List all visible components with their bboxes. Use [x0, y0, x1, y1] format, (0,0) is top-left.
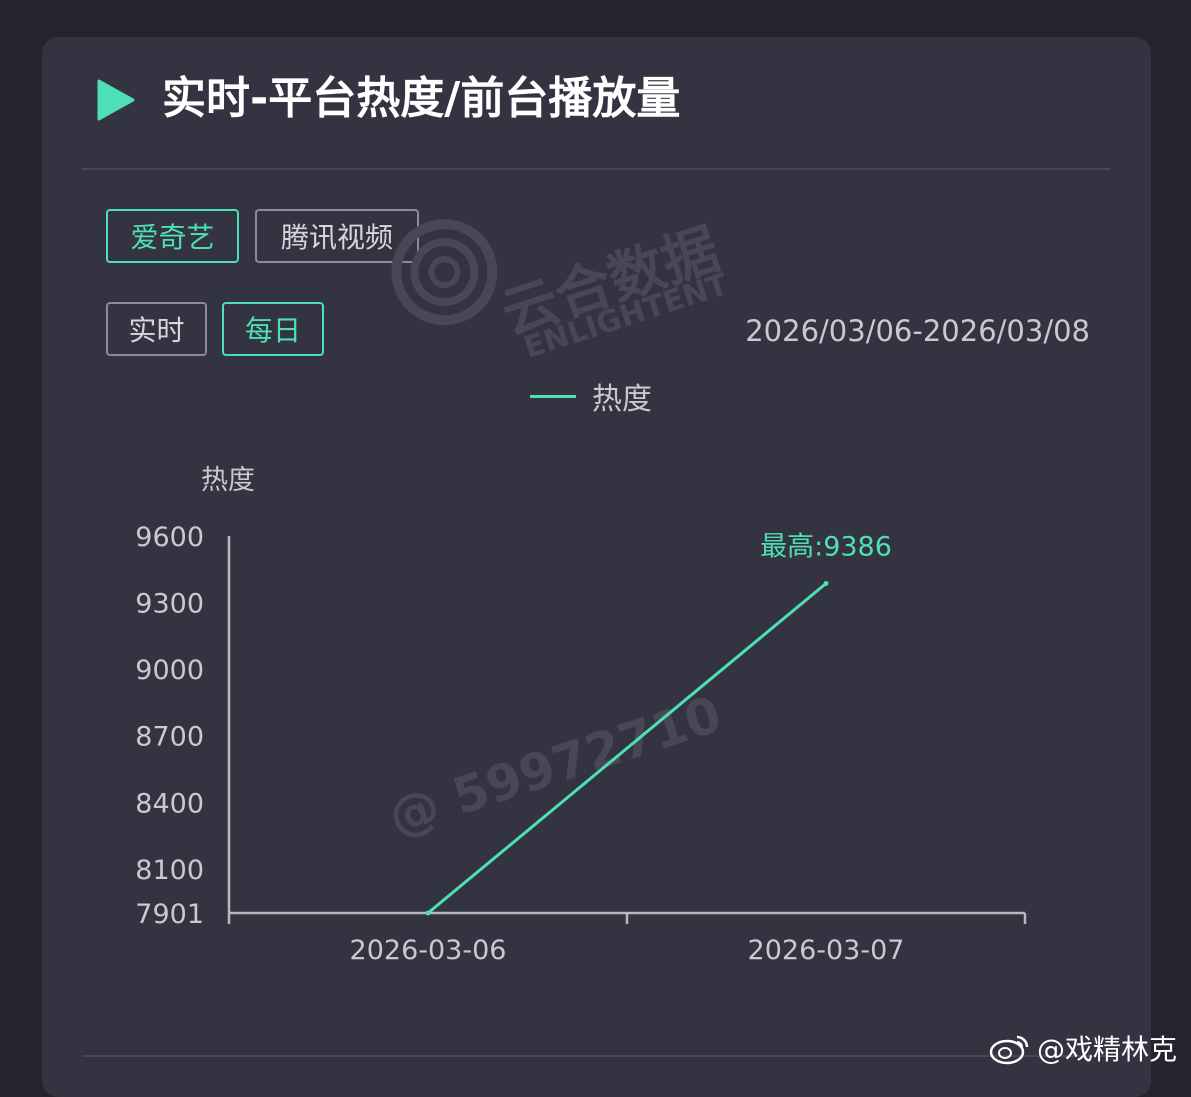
x-tick-label: 2026-03-07: [748, 935, 905, 966]
legend-swatch: [530, 394, 576, 398]
page-title: 实时-平台热度/前台播放量: [162, 73, 681, 124]
y-tick-label: 8400: [135, 788, 204, 819]
y-tick-label: 9600: [135, 522, 204, 553]
y-tick-label: 7901: [135, 899, 204, 930]
weibo-icon: [989, 1035, 1029, 1065]
chart-card: 实时-平台热度/前台播放量 爱奇艺 腾讯视频 实时 每日 2026/03/06-…: [42, 37, 1151, 1097]
footer-credit-text: @戏精林克: [1036, 1033, 1177, 1066]
tab-daily[interactable]: 每日: [222, 302, 324, 356]
legend-label: 热度: [592, 382, 652, 417]
y-tick-label: 8700: [135, 722, 204, 753]
footer-divider: [82, 1055, 1110, 1057]
date-range: 2026/03/06-2026/03/08: [745, 314, 1090, 348]
data-point: [823, 580, 829, 586]
y-axis-title: 热度: [201, 465, 255, 496]
y-tick-label: 9300: [135, 589, 204, 620]
line-chart: 热度 7901 8100 8400 8700 9000 9300 9600 2026-03-06…: [135, 465, 1027, 966]
play-icon: [97, 79, 135, 121]
tab-iqiyi[interactable]: 爱奇艺: [106, 209, 239, 263]
tab-realtime[interactable]: 实时: [106, 302, 207, 356]
card-header: 实时-平台热度/前台播放量: [42, 37, 1151, 170]
header-divider: [82, 168, 1110, 170]
y-tick-label: 8100: [135, 855, 204, 886]
series-line-热度: [427, 582, 827, 915]
chart-legend: 热度: [530, 374, 652, 418]
footer-credit: @戏精林克: [989, 1028, 1177, 1068]
x-tick-label: 2026-03-06: [350, 935, 507, 966]
y-tick-label: 9000: [135, 655, 204, 686]
data-point: [425, 910, 431, 916]
max-annotation: 最高:9386: [760, 531, 892, 562]
